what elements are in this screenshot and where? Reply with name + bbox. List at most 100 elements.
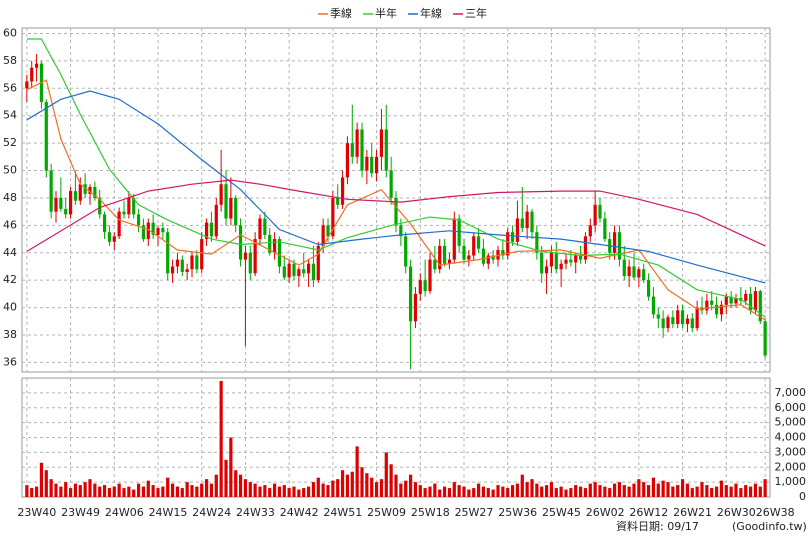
volume-bar [34,486,39,497]
volume-bar [185,482,189,497]
volume-bar [326,485,330,497]
volume-bar [394,474,398,497]
candle-body [719,304,724,315]
volume-bar [656,483,660,497]
candle-body [25,81,29,89]
volume-bar [690,488,694,497]
candle-body [117,211,121,237]
candle-body [54,197,58,212]
volume-bar [627,486,631,497]
volume-bar [710,488,714,497]
candle-body [569,259,573,263]
volume-bar [234,470,238,497]
candle-body [690,318,694,329]
volume-bar [714,486,719,497]
x-tick-label: 25W27 [455,506,494,519]
y-tick-label: 60 [3,26,17,39]
candle-body [185,269,189,272]
volume-bar [195,486,199,497]
y-tick-label: 44 [3,246,17,259]
volume-bar [530,479,534,497]
volume-bar [719,480,724,497]
y-tick-label: 42 [3,273,17,286]
candle-body [413,293,418,322]
candle-body [501,250,505,256]
volume-bar [112,486,116,497]
volume-bar [685,483,690,497]
volume-bar [107,488,112,497]
candle-body [268,234,272,253]
candle-body [433,259,437,270]
volume-bar [146,480,150,497]
candle-body [146,222,150,240]
x-tick-label: 25W45 [542,506,581,519]
candle-body [219,184,223,205]
candle-body [452,218,456,260]
candle-body [603,218,607,240]
candle-body [326,225,330,237]
volume-bar [39,462,44,497]
price-panel-frame [21,27,771,373]
volume-tick-label: 2,000 [775,460,807,473]
candle-body [642,269,646,281]
ma-line [26,179,766,252]
volume-bar [321,483,325,497]
volume-bar [263,485,267,497]
candle-body [734,297,738,304]
candle-body [83,184,87,194]
candle-body [472,236,476,256]
volume-bar [637,479,641,497]
volume-bar [520,474,524,497]
candle-body [107,232,112,242]
candle-body [248,252,252,274]
volume-bar [622,485,626,497]
volume-bar [345,474,350,497]
volume-bar [549,482,554,497]
x-tick-label: 24W51 [323,506,362,519]
candle-body [685,318,690,325]
volume-tick-label: 0 [799,490,806,503]
volume-tick-label: 5,000 [775,416,807,429]
candle-body [476,236,481,249]
volume-bar [340,470,345,497]
candle-body [714,304,719,315]
candle-body [481,248,486,264]
volume-bar [661,480,665,497]
volume-bar [83,482,87,497]
candle-body [632,266,636,278]
volume-bar [292,486,296,497]
volume-bar [258,486,262,497]
volume-bar [632,483,636,497]
volume-bar [44,470,48,497]
candle-body [316,245,320,281]
volume-bar [219,380,223,497]
volume-bar [272,483,277,497]
volume-bar [535,483,539,497]
candle-body [588,225,592,237]
volume-bar [544,485,549,497]
candle-body [661,318,665,329]
volume-bar [166,477,170,497]
ma-line [26,38,766,318]
volume-bar [277,486,282,497]
volume-bar [311,482,316,497]
volume-bar [515,483,520,497]
candle-body [438,245,442,270]
candle-body [229,197,233,219]
volume-bar [758,486,762,497]
candle-body [729,296,733,304]
candle-body [753,291,758,311]
candle-body [209,222,214,237]
volume-bar [467,489,471,497]
volume-bar [438,489,442,497]
candle-body [253,239,257,274]
x-tick-label: 26W21 [673,506,712,519]
volume-bar [68,488,73,497]
candle-body [263,218,267,235]
x-tick-label: 23W40 [17,506,56,519]
volume-bar [646,485,651,497]
volume-tick-label: 7,000 [775,386,807,399]
volume-bar [253,483,257,497]
candle-body [336,197,340,205]
